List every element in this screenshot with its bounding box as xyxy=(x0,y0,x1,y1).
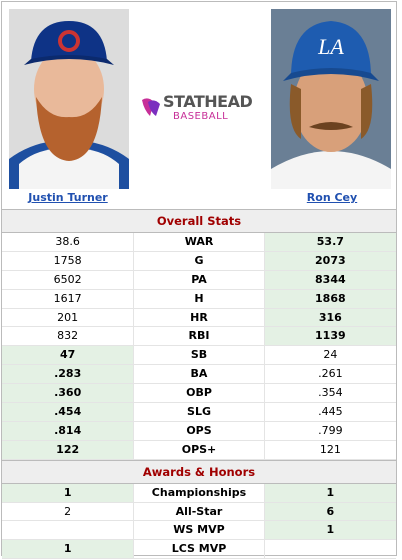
player-name[interactable]: Justin Turner xyxy=(28,191,108,204)
stat-name: OPS+ xyxy=(133,440,265,460)
stat-row: 832 RBI 1139 xyxy=(2,327,396,347)
right-value: 121 xyxy=(264,441,396,460)
right-value: 1 xyxy=(264,483,396,503)
stat-row: .283 BA .261 xyxy=(2,365,396,385)
right-value: 2073 xyxy=(264,251,396,271)
right-value: 53.7 xyxy=(264,233,396,252)
stat-row: 38.6 WAR 53.7 xyxy=(2,233,396,252)
stat-row: 2 All-Star 6 xyxy=(2,502,396,522)
stat-row: 1 LCS MVP xyxy=(2,540,396,560)
left-value: .360 xyxy=(2,384,134,404)
left-value: .283 xyxy=(2,365,134,385)
stat-row: .454 SLG .445 xyxy=(2,403,396,422)
left-value: 1 xyxy=(2,483,134,503)
stat-row: 1758 G 2073 xyxy=(2,251,396,271)
left-value: 201 xyxy=(2,309,134,328)
stat-row: 122 OPS+ 121 xyxy=(2,440,396,460)
stat-row: 1 Championships 1 xyxy=(2,483,396,503)
stat-name: HR xyxy=(133,308,265,328)
header: LA STATHEAD BASEBALL Justin Turner Ron C… xyxy=(2,2,396,210)
right-value: .445 xyxy=(264,403,396,422)
stat-name: LCS MVP xyxy=(133,540,265,560)
right-value: 1139 xyxy=(264,327,396,347)
left-value: 122 xyxy=(2,440,134,460)
player-name[interactable]: Ron Cey xyxy=(306,191,358,204)
stat-name: Championships xyxy=(133,483,265,503)
stats-table: Overall Stats 38.6 WAR 53.7 1758 G 2073 6502 PA 8… xyxy=(2,210,396,560)
right-value: 24 xyxy=(264,346,396,366)
player-photo: LA xyxy=(271,9,391,189)
stat-name: H xyxy=(133,289,265,309)
stat-name: WS MVP xyxy=(133,521,265,541)
right-value: .799 xyxy=(264,422,396,441)
right-value: 8344 xyxy=(264,270,396,290)
stat-row: 201 HR 316 xyxy=(2,308,396,328)
right-value: 6 xyxy=(264,502,396,522)
left-value: 2 xyxy=(2,503,134,522)
stat-name: SB xyxy=(133,346,265,366)
left-value: 1758 xyxy=(2,252,134,271)
left-value: 47 xyxy=(2,346,134,366)
stat-name: All-Star xyxy=(133,502,265,522)
left-value: 38.6 xyxy=(2,233,134,252)
stat-name: BA xyxy=(133,365,265,385)
logo-title: STATHEAD xyxy=(163,92,252,111)
stat-name: OBP xyxy=(133,384,265,404)
stat-row: .814 OPS .799 xyxy=(2,421,396,441)
stat-name: G xyxy=(133,251,265,271)
left-value xyxy=(2,521,134,541)
stat-name: WAR xyxy=(133,233,265,252)
section-title: Awards & Honors xyxy=(2,459,396,484)
left-value: .454 xyxy=(2,403,134,422)
stat-row: 47 SB 24 xyxy=(2,346,396,366)
right-value: 316 xyxy=(264,308,396,328)
stat-row: 6502 PA 8344 xyxy=(2,270,396,290)
right-value: .354 xyxy=(264,384,396,404)
left-value: 1617 xyxy=(2,290,134,309)
logo-subtitle: BASEBALL xyxy=(173,111,228,122)
stat-name: OPS xyxy=(133,421,265,441)
right-value: .261 xyxy=(264,365,396,385)
svg-text:LA: LA xyxy=(317,34,344,59)
stat-row: 1617 H 1868 xyxy=(2,289,396,309)
section-title: Overall Stats xyxy=(2,210,396,233)
left-value: .814 xyxy=(2,421,134,441)
left-value: 832 xyxy=(2,327,134,347)
stat-name: SLG xyxy=(133,403,265,422)
right-value: 1868 xyxy=(264,289,396,309)
player-photo xyxy=(9,9,129,189)
stat-name: RBI xyxy=(133,327,265,347)
left-value: 1 xyxy=(2,540,134,560)
left-value: 6502 xyxy=(2,271,134,290)
right-value: 1 xyxy=(264,521,396,541)
logo: STATHEAD BASEBALL xyxy=(142,92,253,122)
stat-name: PA xyxy=(133,270,265,290)
stat-row: WS MVP 1 xyxy=(2,521,396,541)
stat-row: .360 OBP .354 xyxy=(2,384,396,404)
right-value xyxy=(264,540,396,560)
